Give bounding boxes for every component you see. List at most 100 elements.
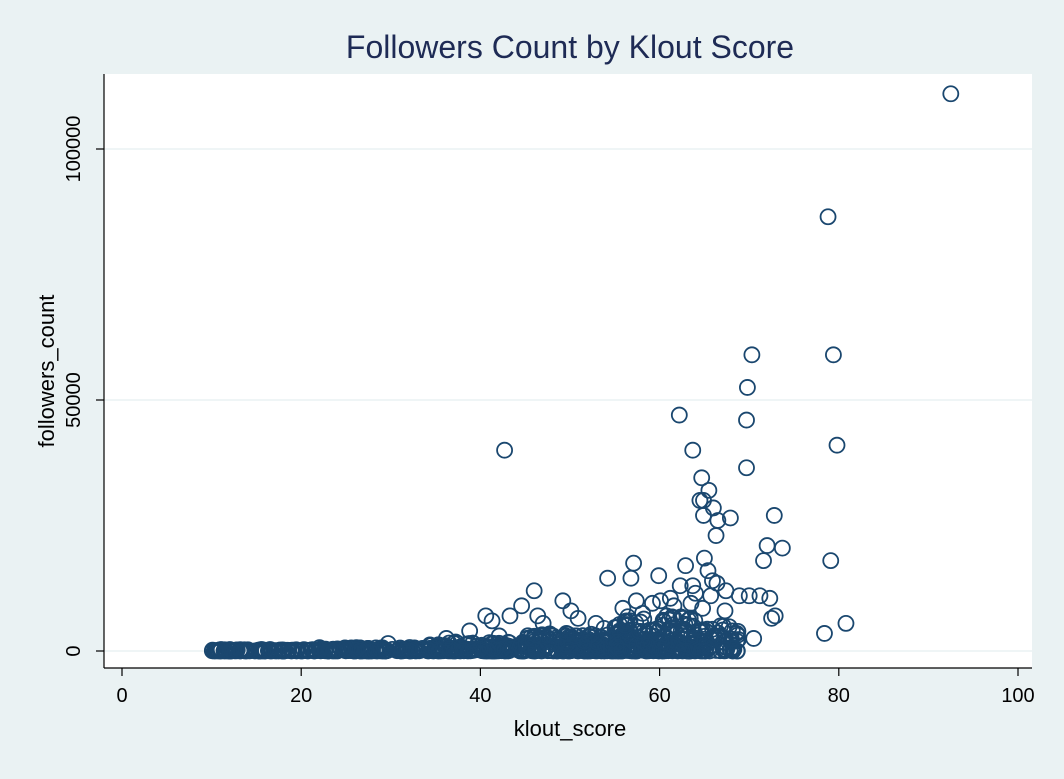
data-point xyxy=(513,597,531,615)
x-tick-label: 40 xyxy=(469,685,491,707)
data-point xyxy=(730,587,748,605)
data-point xyxy=(533,642,550,660)
data-point xyxy=(693,469,711,487)
data-point xyxy=(527,641,545,659)
data-point xyxy=(695,507,712,524)
data-point xyxy=(763,609,780,627)
y-tick-label: 100000 xyxy=(63,116,85,183)
data-point xyxy=(724,642,742,660)
axes: 0 50000 100000 0 20 40 60 80 100 xyxy=(63,74,1035,707)
data-point xyxy=(325,642,342,660)
data-point xyxy=(716,602,734,620)
data-point xyxy=(743,346,761,364)
data-point xyxy=(670,406,688,424)
data-point xyxy=(401,642,418,660)
data-point xyxy=(608,638,625,655)
y-axis-label: followers_count xyxy=(34,295,59,448)
data-point xyxy=(378,642,396,659)
data-point xyxy=(661,589,679,607)
data-point xyxy=(766,607,784,625)
data-point xyxy=(228,641,246,659)
data-point xyxy=(575,632,593,650)
data-point xyxy=(728,625,746,642)
data-point xyxy=(518,630,536,647)
data-point xyxy=(816,625,833,642)
y-tick-label: 50000 xyxy=(63,372,85,428)
data-point xyxy=(650,567,668,585)
data-point xyxy=(613,642,631,660)
data-point xyxy=(721,509,739,527)
data-point xyxy=(630,622,648,640)
data-point xyxy=(206,642,224,660)
data-point xyxy=(671,577,689,595)
data-point xyxy=(707,527,725,544)
data-point xyxy=(554,592,572,610)
data-point xyxy=(684,577,702,595)
data-point xyxy=(634,604,651,622)
data-point xyxy=(738,411,755,429)
data-point xyxy=(751,587,769,605)
data-point xyxy=(479,642,497,660)
data-point xyxy=(633,641,651,659)
plot-area xyxy=(104,74,1032,668)
data-point xyxy=(461,622,479,640)
data-point xyxy=(739,379,756,396)
data-point xyxy=(614,599,632,617)
data-point xyxy=(599,569,617,587)
data-point xyxy=(712,617,729,635)
x-tick-label: 0 xyxy=(116,685,127,707)
data-point xyxy=(420,642,438,660)
data-point xyxy=(216,641,233,659)
data-point xyxy=(496,441,513,459)
data-point xyxy=(692,642,710,660)
data-point xyxy=(618,612,635,630)
y-tick-label: 0 xyxy=(63,645,85,656)
x-axis-label: klout_score xyxy=(514,716,627,741)
data-point xyxy=(822,552,840,570)
data-point xyxy=(548,636,566,653)
data-point xyxy=(699,562,717,580)
data-point xyxy=(738,459,755,477)
data-point xyxy=(267,642,285,660)
data-point xyxy=(644,594,661,612)
data-point xyxy=(634,631,652,649)
data-point xyxy=(622,642,640,660)
data-point xyxy=(534,614,552,632)
data-point xyxy=(711,627,729,645)
data-point xyxy=(828,436,846,454)
data-point xyxy=(654,611,672,629)
data-point xyxy=(566,627,584,645)
data-point xyxy=(496,642,514,660)
data-point xyxy=(773,539,791,557)
data-point xyxy=(437,630,455,647)
data-point xyxy=(694,599,712,617)
data-point xyxy=(275,642,293,660)
data-point xyxy=(454,642,472,659)
data-point xyxy=(379,635,397,652)
data-point xyxy=(622,569,640,587)
data-point xyxy=(819,208,837,226)
data-point xyxy=(664,636,681,654)
chart-title: Followers Count by Klout Score xyxy=(346,29,794,65)
x-tick-label: 80 xyxy=(828,685,850,707)
data-point xyxy=(336,640,354,658)
data-point xyxy=(544,627,562,645)
data-point xyxy=(639,637,657,654)
data-point xyxy=(483,612,501,630)
data-point xyxy=(825,346,842,364)
data-point xyxy=(312,640,330,658)
data-point xyxy=(441,642,459,659)
data-point xyxy=(501,607,519,625)
data-points xyxy=(203,85,960,660)
data-point xyxy=(745,630,763,647)
data-point xyxy=(702,587,720,605)
data-point xyxy=(471,640,489,658)
data-point xyxy=(658,607,676,625)
data-point xyxy=(765,507,783,524)
data-point xyxy=(609,640,627,657)
data-point xyxy=(740,587,758,605)
x-tick-label: 60 xyxy=(648,685,670,707)
data-point xyxy=(677,557,694,575)
